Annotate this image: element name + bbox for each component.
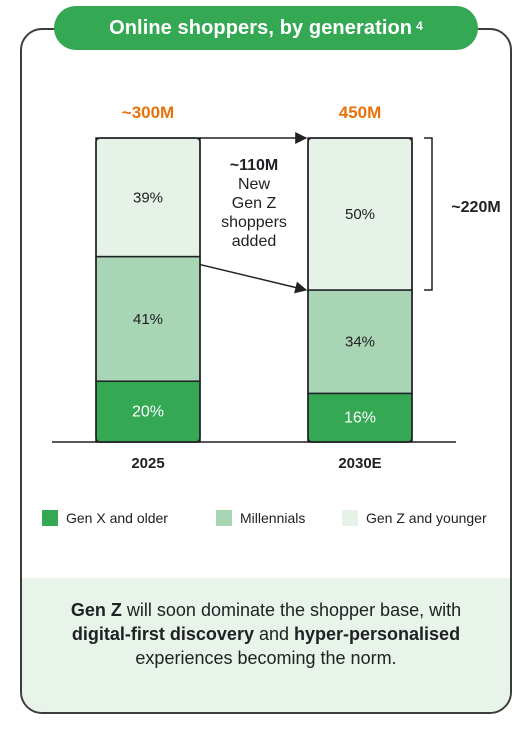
- legend-millennials-swatch: [216, 510, 232, 526]
- annotation-text: shoppers: [221, 214, 287, 231]
- summary-fragment: will soon dominate the shopper base, wit…: [122, 600, 461, 620]
- annotation-text: ~110M: [230, 157, 278, 174]
- footnote-marker: 4: [416, 19, 423, 33]
- summary-text: Gen Z will soon dominate the shopper bas…: [22, 598, 510, 670]
- legend-gen-x-swatch: [42, 510, 58, 526]
- segment-value-label: 41%: [133, 311, 163, 328]
- gen-z-growth-arrow: [200, 265, 306, 290]
- legend-gen-z-swatch: [342, 510, 358, 526]
- summary-panel: Gen Z will soon dominate the shopper bas…: [22, 578, 510, 712]
- summary-fragment: hyper-personalised: [294, 624, 460, 644]
- bar-total-label: 450M: [339, 103, 382, 122]
- annotation-text: Gen Z: [232, 195, 277, 212]
- summary-fragment: digital-first discovery: [72, 624, 254, 644]
- segment-value-label: 20%: [132, 404, 164, 421]
- bracket-label: ~220M: [451, 199, 500, 216]
- bar-total-label: ~300M: [122, 103, 174, 122]
- segment-value-label: 50%: [345, 206, 375, 223]
- category-label: 2025: [131, 455, 164, 472]
- segment-value-label: 39%: [133, 189, 163, 206]
- summary-fragment: experiences becoming the norm.: [135, 648, 396, 668]
- segment-value-label: 34%: [345, 334, 375, 351]
- segment-value-label: 16%: [344, 410, 376, 427]
- chart-title: Online shoppers, by generation: [109, 17, 412, 40]
- annotation-text: New: [238, 176, 270, 193]
- legend-gen-x-label: Gen X and older: [66, 510, 168, 526]
- growth-bracket: [424, 138, 432, 290]
- annotation-text: added: [232, 233, 277, 250]
- summary-fragment: and: [254, 624, 294, 644]
- chart-title-pill: Online shoppers, by generation 4: [54, 6, 478, 50]
- legend-millennials-label: Millennials: [240, 510, 305, 526]
- category-label: 2030E: [338, 455, 381, 472]
- summary-fragment: Gen Z: [71, 600, 122, 620]
- legend-gen-z-label: Gen Z and younger: [366, 510, 487, 526]
